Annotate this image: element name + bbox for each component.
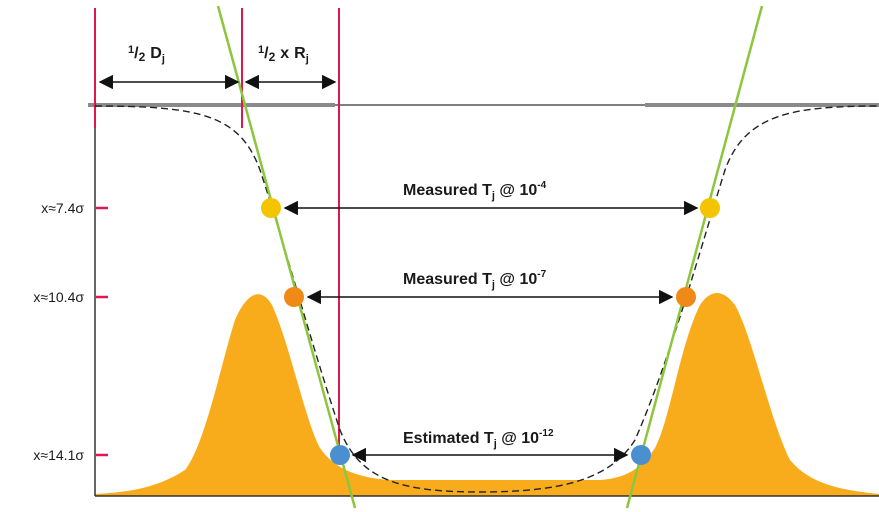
bathtub-curve-dashed — [94, 105, 879, 493]
half-r-label: 1/2 x Rj — [258, 44, 309, 65]
marker-dot-1-left — [261, 198, 281, 218]
half-r-sym: R — [294, 45, 306, 62]
measure-label-2-exp: -7 — [537, 269, 546, 280]
measure-label-2-prefix: Measured T — [403, 271, 492, 288]
marker-dot-2-right — [676, 287, 696, 307]
marker-dot-3-right — [631, 445, 651, 465]
half-d-slash: / — [134, 45, 139, 62]
marker-dot-3-left — [330, 445, 350, 465]
measure-label-3: Estimated Tj @ 10-12 — [403, 428, 554, 450]
half-r-num: 1 — [258, 44, 264, 56]
measure-label-1-sub: j — [491, 190, 495, 202]
half-d-sym: D — [150, 45, 162, 62]
half-r-mid: x — [280, 45, 289, 62]
measure-label-3-mid: @ 10 — [497, 430, 539, 447]
measure-label-1-exp: -4 — [537, 180, 546, 191]
half-d-num: 1 — [128, 44, 134, 56]
y-label-3: x≈14.1σ — [33, 447, 84, 463]
half-r-den: 2 — [269, 50, 276, 64]
measure-label-1-mid: @ 10 — [495, 182, 537, 199]
measure-label-2: Measured Tj @ 10-7 — [403, 269, 547, 291]
tangent-line-left — [216, 5, 357, 509]
measure-label-1: Measured Tj @ 10-4 — [403, 180, 547, 202]
measure-label-1-prefix: Measured T — [403, 182, 492, 199]
half-d-sub: j — [161, 53, 165, 65]
tangent-line-right — [625, 5, 764, 509]
half-r-slash: / — [264, 45, 269, 62]
y-label-2: x≈10.4σ — [33, 289, 84, 305]
measure-label-2-sub: j — [491, 279, 495, 291]
y-label-1: x≈7.4σ — [41, 200, 84, 216]
jitter-distribution-fill — [95, 292, 879, 496]
measure-label-3-sub: j — [493, 438, 497, 450]
measure-label-3-prefix: Estimated T — [403, 430, 494, 447]
half-d-label: 1/2 Dj — [128, 44, 165, 65]
marker-dot-2-left — [284, 287, 304, 307]
measure-label-3-exp: -12 — [539, 428, 554, 439]
measure-label-2-mid: @ 10 — [495, 271, 537, 288]
marker-dot-1-right — [700, 198, 720, 218]
half-r-sub: j — [305, 53, 309, 65]
half-d-den: 2 — [139, 50, 146, 64]
